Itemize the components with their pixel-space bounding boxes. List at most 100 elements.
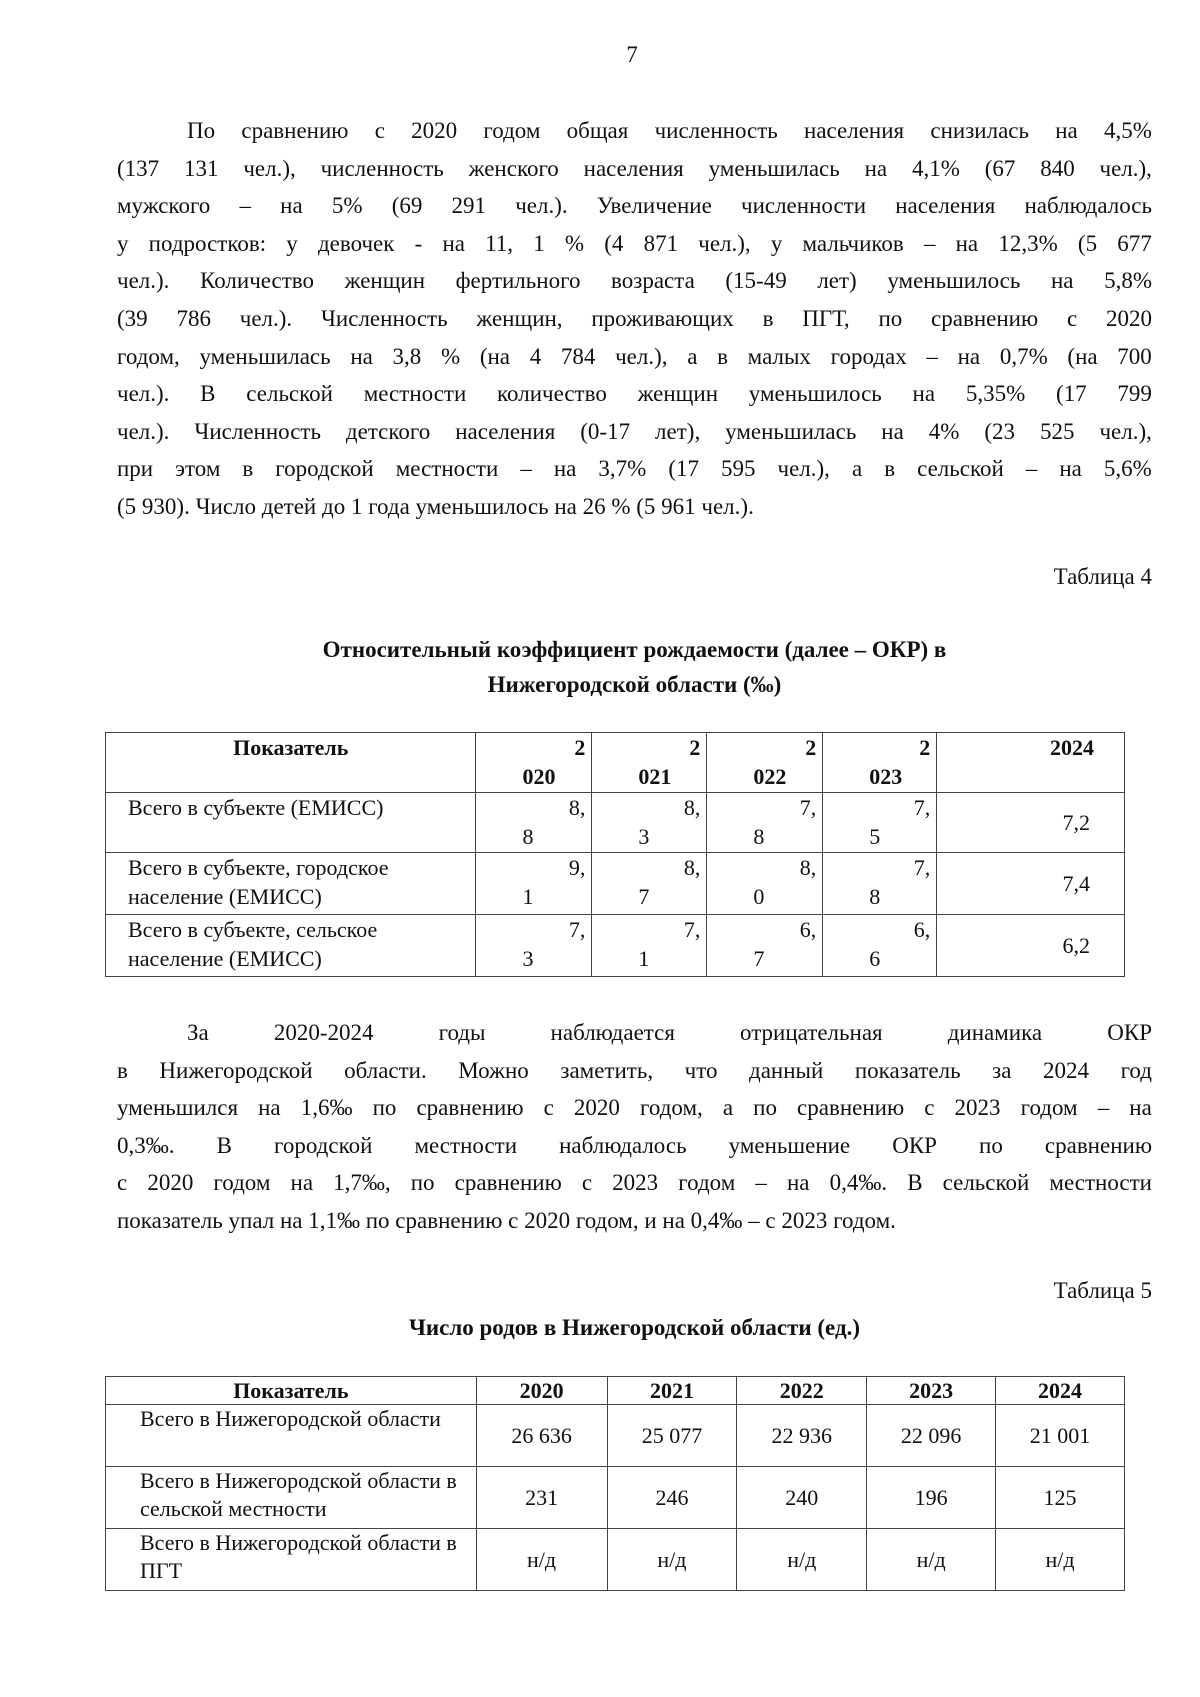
value-part: 7, bbox=[683, 917, 701, 942]
word: (4 bbox=[604, 230, 624, 256]
word: чел.). bbox=[515, 193, 568, 219]
text-line: (137 131 чел.), численность женского населени… bbox=[117, 150, 1152, 188]
text-line: показатель упал на 1,1‰ по сравнению с 2… bbox=[117, 1207, 896, 1233]
word: Нижегородской bbox=[159, 1057, 313, 1083]
word: сравнению bbox=[241, 118, 349, 143]
word: местности bbox=[1049, 1170, 1152, 1196]
word: – bbox=[923, 230, 936, 256]
value-cell: 6, 7 bbox=[706, 914, 824, 977]
value-cell: 9, 1 bbox=[475, 852, 593, 915]
row-label: Всего в Нижегородской области bbox=[105, 1404, 477, 1467]
word: Увеличение bbox=[596, 193, 712, 219]
value-part: 8, bbox=[683, 795, 701, 820]
value-cell: 25 077 bbox=[606, 1404, 738, 1467]
value-cell: 22 096 bbox=[866, 1404, 997, 1467]
header-cell: 2020 bbox=[475, 1376, 608, 1405]
word: уменьшился bbox=[117, 1095, 239, 1121]
value-part: 1 bbox=[522, 884, 534, 909]
word: (17 bbox=[1056, 381, 1087, 407]
word: на bbox=[1055, 118, 1078, 143]
word: городской bbox=[273, 1132, 373, 1158]
word: - bbox=[414, 230, 423, 256]
word: наблюдалось bbox=[559, 1132, 687, 1158]
word: Количество bbox=[200, 268, 315, 294]
word: 786 bbox=[176, 305, 211, 331]
word: подростков: bbox=[148, 230, 267, 256]
word: детского bbox=[345, 418, 431, 444]
word: с bbox=[924, 1095, 935, 1121]
word: 2020-2024 bbox=[273, 1020, 374, 1045]
table4-birth-rate: Показатель 2 020 2 021 2 022 2 023 2024 Всег… bbox=[104, 732, 1125, 977]
value-cell: 196 bbox=[866, 1466, 997, 1529]
word: динамика bbox=[947, 1020, 1043, 1045]
word: (0-17 bbox=[580, 418, 631, 444]
word: В bbox=[216, 1132, 232, 1158]
word: чел.). bbox=[117, 268, 170, 294]
word: фертильного bbox=[455, 268, 581, 294]
word: уменьшилась bbox=[199, 343, 331, 369]
word: наблюдается bbox=[550, 1020, 675, 1045]
word: ОКР bbox=[1107, 1020, 1152, 1045]
word: на bbox=[1059, 456, 1082, 482]
word: 131 bbox=[184, 155, 219, 181]
year-part: 020 bbox=[522, 764, 556, 789]
word: (39 bbox=[117, 305, 148, 331]
table5-births: Показатель 2020 2021 2022 2023 2024 Всего в Н… bbox=[105, 1376, 1125, 1591]
word: на bbox=[1129, 1095, 1152, 1121]
word: – bbox=[926, 343, 938, 369]
word: 4,1% bbox=[911, 155, 960, 181]
value-part: 7, bbox=[568, 917, 586, 942]
word: 0,4‰. bbox=[829, 1170, 888, 1196]
table5-label: Таблица 5 bbox=[1053, 1278, 1152, 1303]
word: численность bbox=[320, 155, 444, 181]
value-part: 6 bbox=[869, 946, 881, 971]
text-line: мужского – на 5% (69 291 чел.). Увеличение числе… bbox=[117, 187, 1152, 225]
value-cell: 8, 0 bbox=[706, 852, 824, 915]
word: – bbox=[755, 1170, 767, 1196]
paragraph-population: По сравнению с 2020 годом общая численность нас… bbox=[117, 112, 1152, 526]
word: в bbox=[117, 1057, 128, 1083]
text-line: За 2020-2024 годы наблюдается отрицательная д… bbox=[117, 1014, 1152, 1052]
value-cell: н/д bbox=[606, 1528, 738, 1591]
word: 0,7% bbox=[999, 343, 1048, 369]
word: в bbox=[242, 456, 254, 482]
value-cell: 8, 8 bbox=[475, 792, 593, 853]
word: 2024 bbox=[1043, 1057, 1090, 1083]
value-part: 6, bbox=[913, 917, 931, 942]
word: с bbox=[374, 118, 385, 143]
word: 11, bbox=[485, 230, 514, 256]
word: женского bbox=[468, 155, 559, 181]
row-label: Всего в Нижегородской области в ПГТ bbox=[105, 1528, 477, 1591]
header-year: 2 021 bbox=[591, 732, 708, 793]
text-line: с 2020 годом на 1,7‰, по сравнению с 2023 годом – н… bbox=[117, 1164, 1152, 1202]
word: В bbox=[200, 381, 216, 407]
header-cell: 2023 bbox=[866, 1376, 997, 1405]
value-cell: 21 001 bbox=[995, 1404, 1125, 1467]
word: лет), bbox=[655, 418, 701, 444]
header-year: 2 022 bbox=[706, 732, 824, 793]
word: чел.), bbox=[777, 456, 830, 482]
word: По bbox=[187, 118, 216, 143]
word: снизилась bbox=[930, 118, 1029, 143]
word: 595 bbox=[721, 456, 756, 482]
word: ПГТ, bbox=[802, 305, 850, 331]
word: – bbox=[239, 193, 251, 219]
word: годом, bbox=[640, 1095, 703, 1121]
word: (15-49 bbox=[725, 268, 787, 294]
word: 1,7‰, bbox=[333, 1170, 391, 1196]
word: (17 bbox=[668, 456, 699, 482]
header-year: 2 023 bbox=[822, 732, 938, 793]
word: уменьшение bbox=[728, 1132, 851, 1158]
value-cell: 26 636 bbox=[475, 1404, 608, 1467]
word: 1 bbox=[533, 230, 545, 256]
word: – bbox=[1025, 456, 1038, 482]
value-cell: 7, 1 bbox=[591, 914, 708, 977]
word: сельской bbox=[917, 456, 1004, 482]
value-cell: 125 bbox=[995, 1466, 1125, 1529]
text-line: годом, уменьшилась на 3,8% (на 4 784 чел.), а в ма… bbox=[117, 338, 1152, 376]
value-cell: 22 936 bbox=[736, 1404, 868, 1467]
text-line: при этом в городской местности – на 3,7% (17 595 ч… bbox=[117, 450, 1152, 488]
word: на bbox=[957, 343, 981, 369]
table-row: Всего в Нижегородской области 26 636 25 07… bbox=[105, 1404, 1125, 1467]
word: год bbox=[1120, 1057, 1152, 1083]
